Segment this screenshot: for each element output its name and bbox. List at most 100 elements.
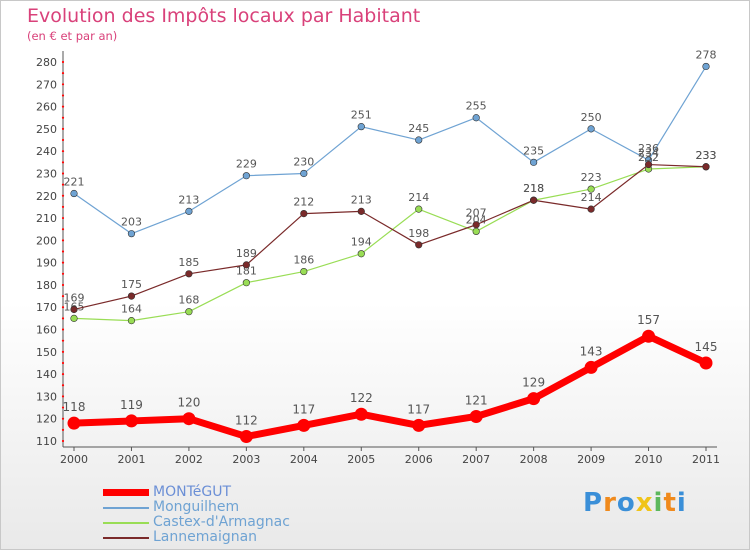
series-line [73,65,707,235]
logo-letter: r [603,488,617,518]
y-minor-tick [61,94,65,97]
data-label: 234 [638,147,659,160]
series-point [412,418,426,432]
logo-letter: i [653,488,664,518]
series-point [472,227,480,236]
data-label: 122 [350,391,373,405]
legend: MONTéGUT Monguilhem Castex-d'Armagnac Lanne… [103,485,290,545]
data-label: 117 [407,402,430,416]
legend-swatch [103,521,149,524]
legend-label: Monguilhem [153,499,240,515]
series-point [70,189,78,198]
series-line [73,163,707,311]
data-label: 213 [178,193,199,206]
data-label: 233 [696,149,717,162]
data-label: 129 [522,376,545,390]
data-label: 221 [64,176,85,189]
series-point [239,430,253,444]
series-point [242,261,250,269]
data-label: 236 [638,142,659,155]
y-tick-label: 170 [36,301,57,314]
x-tick-label: 2000 [60,453,88,466]
data-label: 235 [523,144,544,157]
series-3: 169 175 185 189 212 213 198 207 218 214 234 233 [64,147,717,314]
y-minor-tick [61,261,65,264]
data-label: 119 [120,398,143,412]
y-tick-label: 260 [36,101,57,114]
data-label: 278 [696,48,717,61]
data-label: 175 [121,278,142,291]
data-label: 189 [236,247,257,260]
series-point [702,62,710,71]
series-point [242,279,250,287]
series-point [300,169,308,178]
data-label: 145 [695,340,718,354]
x-tick-label: 2008 [520,453,548,466]
series-line [70,332,710,441]
data-label: 186 [293,254,314,267]
y-minor-tick [61,161,65,164]
series-point [530,196,538,204]
series-point [127,317,136,325]
data-label: 213 [351,193,372,206]
data-label: 214 [408,191,429,204]
series-point [67,416,81,430]
data-label: 169 [64,291,85,304]
y-tick-label: 230 [36,167,57,180]
y-tick-label: 280 [36,56,57,69]
x-tick-label: 2002 [175,453,203,466]
y-minor-tick [61,417,65,420]
series-point [702,163,710,171]
y-minor-tick [61,205,65,209]
y-minor-tick [61,294,65,298]
y-minor-tick [61,328,65,331]
y-minor-tick [61,406,65,409]
data-label: 194 [351,236,372,249]
series-point [70,314,78,322]
series-point [584,360,598,374]
data-label: 120 [177,396,200,410]
y-minor-tick [61,350,65,353]
series-point [415,136,423,144]
legend-item: MONTéGUT [103,485,290,500]
series-point [297,418,311,432]
series-point [185,308,193,316]
x-tick-label: 2007 [462,453,490,466]
legend-label: Lannemaignan [153,529,258,545]
legend-swatch [103,536,149,539]
logo-letter: x [635,488,654,518]
y-minor-tick [61,306,65,309]
legend-item: Monguilhem [103,500,290,515]
y-tick-label: 200 [36,234,57,247]
series-point [472,114,480,122]
y-tick-label: 140 [36,368,57,381]
data-label: 230 [293,155,314,168]
data-label: 203 [121,216,142,229]
y-minor-tick [61,183,65,186]
series-point [127,230,136,238]
data-label: 117 [292,402,315,416]
y-minor-tick [61,439,65,443]
series-line [73,166,707,322]
x-tick-label: 2010 [635,453,663,466]
y-minor-tick [61,250,65,253]
series-point [354,407,368,421]
series-2: 165164168181186194214204218223232233 [64,149,717,325]
y-minor-tick [61,384,65,387]
y-minor-tick [61,272,65,275]
y-minor-tick [61,194,65,197]
series-point [527,392,541,406]
series-point [242,172,250,180]
y-minor-tick [61,60,65,64]
logo-letter: o [616,488,636,518]
y-minor-tick [61,373,65,376]
data-label: 232 [638,151,659,164]
logo-letter: i [676,488,687,518]
y-tick-label: 160 [36,324,57,337]
x-tick-label: 2001 [117,453,145,466]
data-label: 204 [466,213,487,226]
series-point [587,205,595,213]
series-point [300,210,308,218]
